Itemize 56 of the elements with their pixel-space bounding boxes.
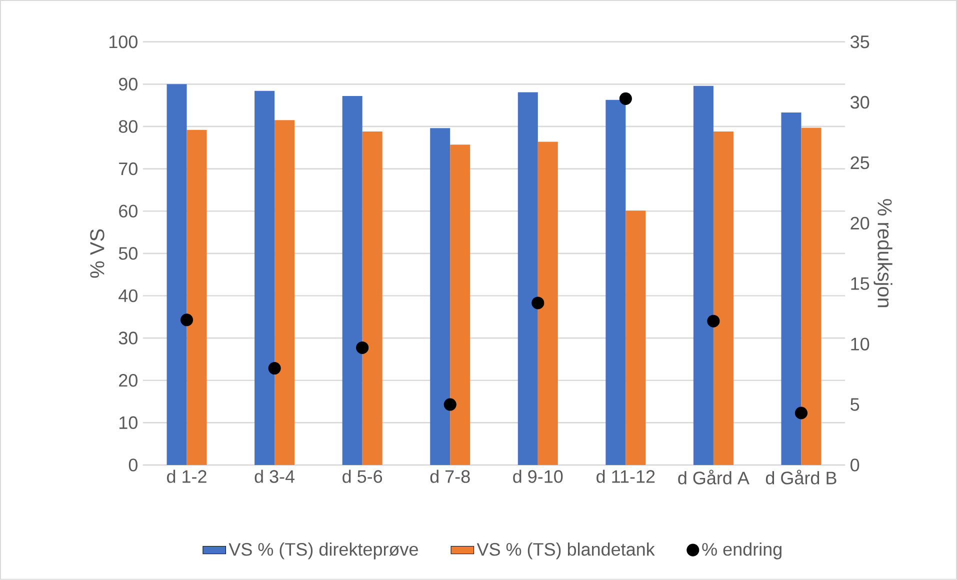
point	[268, 362, 281, 375]
legend-label: % endring	[702, 542, 782, 560]
y-tick-label: 80	[118, 120, 138, 133]
point	[532, 296, 544, 310]
y2-tick-label: 30	[850, 96, 870, 109]
x-tick-label: d 7-8	[430, 470, 470, 483]
bar	[342, 96, 362, 466]
y2-tick-label: 35	[850, 36, 870, 48]
bar	[518, 92, 538, 466]
point	[707, 314, 720, 328]
y-tick-label: 30	[118, 332, 138, 344]
x-tick-label: d 1-2	[167, 470, 206, 483]
y2-tick-label: 0	[850, 458, 860, 472]
bar	[450, 144, 470, 466]
point	[794, 406, 808, 420]
y-tick-label: 20	[119, 374, 138, 387]
y-axis-title: % VS	[90, 229, 104, 278]
y-tick-label: 60	[119, 204, 138, 218]
x-tick-label: d Gård A	[678, 470, 750, 484]
bar	[254, 90, 275, 466]
bar	[781, 112, 802, 466]
y-tick-label: 70	[119, 162, 138, 176]
y-tick-label: 90	[118, 78, 138, 91]
bar	[693, 86, 714, 466]
y2-tick-label: 15	[851, 277, 870, 290]
x-tick-label: d Gård B	[766, 470, 836, 484]
bar	[626, 210, 646, 466]
point	[619, 92, 632, 106]
bar	[186, 130, 207, 466]
legend-label: VS % (TS) direkteprøve	[228, 542, 418, 560]
y-tick-label: 50	[118, 247, 138, 260]
legend-label: VS % (TS) blandetank	[476, 542, 655, 560]
x-tick-label: d 9-10	[513, 470, 563, 483]
bar	[538, 142, 558, 466]
x-tick-label: d 5-6	[342, 470, 382, 483]
y2-axis-title: % reduksjon	[874, 199, 892, 308]
bar	[801, 128, 822, 466]
bar	[274, 120, 295, 466]
x-tick-label: d 3-4	[254, 470, 295, 483]
y2-tick-label: 10	[851, 338, 870, 351]
bar	[166, 84, 187, 466]
point	[444, 398, 456, 411]
y2-tick-label: 25	[850, 156, 870, 170]
point	[180, 314, 194, 326]
y-tick-label: 100	[110, 36, 138, 48]
y-tick-label: 10	[120, 416, 138, 430]
bar	[362, 132, 382, 466]
bar	[430, 128, 450, 466]
y2-tick-label: 5	[850, 398, 860, 411]
x-tick-label: d 11-12	[596, 470, 655, 483]
bar	[606, 100, 626, 466]
point	[356, 342, 369, 354]
bar	[713, 132, 734, 466]
y2-tick-label: 20	[850, 216, 870, 230]
y-tick-label: 0	[128, 458, 138, 472]
y-tick-label: 40	[118, 289, 138, 302]
